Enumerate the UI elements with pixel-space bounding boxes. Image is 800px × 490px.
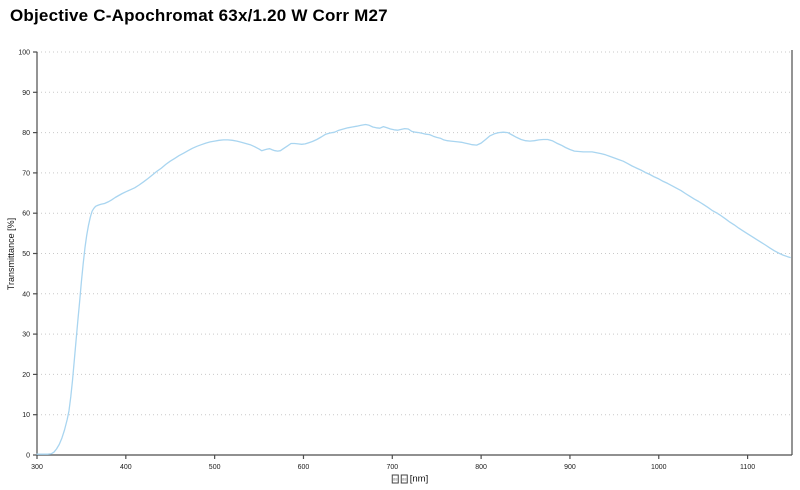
axis-lines — [36, 50, 793, 456]
svg-text:900: 900 — [564, 464, 576, 471]
svg-text:400: 400 — [120, 464, 132, 471]
svg-text:800: 800 — [475, 464, 487, 471]
tick-marks — [33, 51, 749, 459]
x-tick-labels: 300 400 500 600 700 800 900 1000 1100 — [31, 464, 755, 471]
svg-text:500: 500 — [209, 464, 221, 471]
svg-text:10: 10 — [22, 412, 30, 419]
svg-text:100: 100 — [18, 50, 30, 57]
gridlines — [37, 51, 792, 416]
x-axis-label: 88 88 [nm] — [391, 473, 429, 485]
chart-title: Objective C-Apochromat 63x/1.20 W Corr M… — [10, 6, 388, 25]
svg-text:0: 0 — [26, 453, 30, 460]
svg-text:60: 60 — [22, 211, 30, 218]
missing-glyph-box-icon: 88 — [400, 474, 408, 484]
svg-text:80: 80 — [22, 130, 30, 137]
svg-text:70: 70 — [22, 170, 30, 177]
svg-text:600: 600 — [298, 464, 310, 471]
x-axis-unit: [nm] — [409, 473, 429, 485]
svg-text:50: 50 — [22, 251, 30, 258]
y-axis-label: Transmittance [%] — [6, 217, 16, 291]
svg-text:700: 700 — [386, 464, 398, 471]
missing-glyph-box-icon: 88 — [391, 474, 399, 484]
svg-text:300: 300 — [31, 464, 43, 471]
y-tick-labels: 0 10 20 30 40 50 60 70 80 90 100 — [18, 50, 30, 460]
svg-text:1000: 1000 — [651, 464, 667, 471]
svg-text:40: 40 — [22, 291, 30, 298]
transmittance-curve — [36, 123, 791, 455]
svg-text:1100: 1100 — [740, 464, 755, 471]
svg-text:90: 90 — [22, 90, 30, 97]
svg-text:20: 20 — [22, 372, 30, 379]
svg-text:30: 30 — [22, 332, 30, 339]
